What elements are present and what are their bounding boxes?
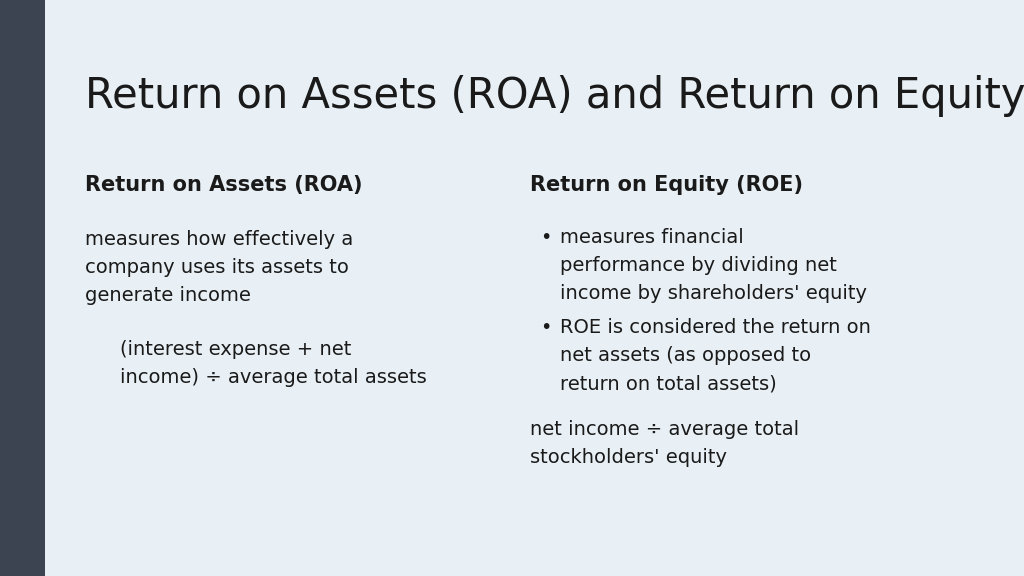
Text: (interest expense + net
income) ÷ average total assets: (interest expense + net income) ÷ averag… <box>120 340 427 387</box>
Text: measures financial
performance by dividing net
income by shareholders' equity: measures financial performance by dividi… <box>560 228 867 303</box>
Text: net income ÷ average total
stockholders' equity: net income ÷ average total stockholders'… <box>530 420 799 467</box>
Text: Return on Equity (ROE): Return on Equity (ROE) <box>530 175 803 195</box>
Text: Return on Assets (ROA): Return on Assets (ROA) <box>85 175 362 195</box>
Text: measures how effectively a
company uses its assets to
generate income: measures how effectively a company uses … <box>85 230 353 305</box>
Text: •: • <box>540 318 551 337</box>
Text: ROE is considered the return on
net assets (as opposed to
return on total assets: ROE is considered the return on net asse… <box>560 318 870 393</box>
Text: •: • <box>540 228 551 247</box>
Text: Return on Assets (ROA) and Return on Equity (ROE): Return on Assets (ROA) and Return on Equ… <box>85 75 1024 117</box>
Bar <box>0 0 45 576</box>
